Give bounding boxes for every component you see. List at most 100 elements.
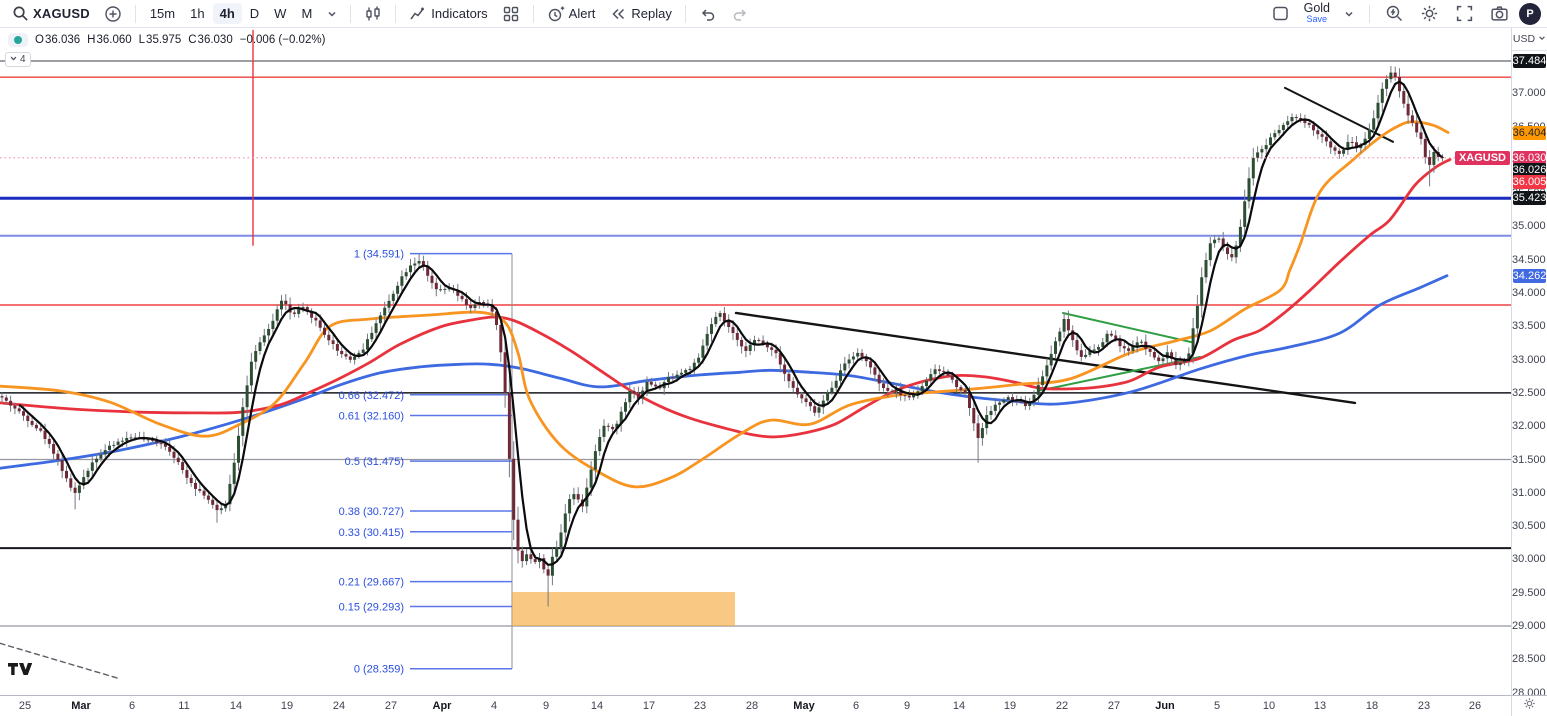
candle: [95, 458, 99, 463]
replay-button[interactable]: Replay: [603, 2, 677, 26]
candle: [753, 340, 756, 345]
candle: [39, 428, 43, 431]
price-tick: 31.000: [1512, 486, 1546, 499]
interval-button-15m[interactable]: 15m: [143, 3, 182, 24]
indicators-collapse-chip[interactable]: 4: [5, 52, 31, 67]
trend-line[interactable]: [1062, 311, 1193, 344]
candle: [873, 367, 877, 375]
ma-line-mid-red[interactable]: [0, 158, 1452, 439]
compare-add-button[interactable]: [98, 2, 128, 26]
indicators-button[interactable]: Indicators: [403, 2, 493, 26]
trend-line[interactable]: [734, 311, 1357, 405]
candle: [993, 404, 997, 411]
candle: [314, 317, 318, 321]
candle: [387, 300, 391, 308]
candle: [69, 478, 73, 488]
candle: [129, 437, 133, 439]
candle: [1238, 226, 1242, 246]
ohlc-legend[interactable]: O 36.036 H 36.060 L 35.975 C 36.030 −0.006 (…: [8, 33, 325, 47]
candle: [65, 470, 68, 479]
candle: [13, 405, 17, 409]
candle: [998, 402, 1002, 405]
candle: [482, 302, 486, 304]
undo-button[interactable]: [693, 2, 723, 26]
chart-style-button[interactable]: [358, 2, 388, 26]
candle: [340, 350, 344, 355]
chart-pane[interactable]: 1 (34.591) 0.66 (32.472) 0.61 (32.160) 0.5 …: [0, 28, 1511, 695]
ohlc-open-label: O: [35, 34, 44, 46]
snapshot-camera-button[interactable]: [1484, 1, 1515, 26]
interval-button-1h[interactable]: 1h: [183, 3, 211, 24]
candle: [847, 359, 851, 364]
time-tick-month: Apr: [432, 700, 452, 712]
candle: [249, 361, 253, 386]
symbol-name: XAGUSD: [33, 6, 90, 21]
indicator-templates-button[interactable]: [496, 2, 526, 26]
candle: [228, 483, 232, 505]
candle: [146, 439, 150, 441]
candle: [1290, 117, 1294, 122]
candle: [391, 293, 395, 301]
candle: [1213, 239, 1217, 244]
price-tick: 28.000: [1512, 686, 1546, 695]
candle: [258, 342, 262, 351]
interval-button-D[interactable]: D: [243, 3, 266, 24]
settings-button[interactable]: [1414, 1, 1445, 26]
time-axis[interactable]: 25 Mar 6 11 14 19 24 27 Apr 4 9 14 17 23 28 May 6 9 14 19 22…: [0, 695, 1511, 716]
trend-line[interactable]: [0, 642, 118, 679]
candle: [688, 368, 692, 370]
candle: [103, 450, 107, 455]
chevron-down-icon: [1344, 9, 1354, 19]
ma-line-fast-orange[interactable]: [0, 120, 1450, 489]
gear-icon[interactable]: [1523, 697, 1536, 715]
interval-button-4h[interactable]: 4h: [212, 3, 242, 24]
price-axis-label: 36.005: [1512, 175, 1547, 190]
candle: [1200, 277, 1204, 306]
candle: [1363, 138, 1367, 145]
candle: [705, 333, 709, 346]
candle: [976, 423, 980, 438]
symbol-search-button[interactable]: XAGUSD: [6, 2, 96, 25]
interval-button-W[interactable]: W: [267, 3, 293, 24]
candle: [198, 489, 202, 491]
candle: [1380, 88, 1384, 103]
ma-line-fast-black[interactable]: [18, 80, 1444, 566]
layout-select-button[interactable]: [1265, 1, 1296, 26]
fib-retracement[interactable]: 1 (34.591) 0.66 (32.472) 0.61 (32.160) 0.5 …: [339, 249, 512, 676]
candle: [77, 485, 81, 493]
alert-button[interactable]: Alert: [541, 2, 602, 26]
candle: [99, 454, 103, 459]
tradingview-logo[interactable]: [8, 663, 34, 681]
currency-selector[interactable]: USD: [1512, 28, 1547, 51]
candle-bodies[interactable]: [0, 72, 1445, 576]
chart-plot[interactable]: 1 (34.591) 0.66 (32.472) 0.61 (32.160) 0.5 …: [0, 28, 1511, 695]
price-axis[interactable]: USD 37.00036.50036.00035.50035.00034.500…: [1511, 28, 1547, 695]
interval-chevron-button[interactable]: [321, 6, 343, 22]
candle: [1084, 354, 1088, 357]
candle: [439, 289, 443, 291]
candle: [172, 451, 176, 458]
gear-icon: [1420, 4, 1439, 23]
candle: [1062, 319, 1066, 332]
series-marker[interactable]: [8, 33, 28, 47]
redo-button[interactable]: [725, 2, 755, 26]
candle: [499, 325, 503, 353]
candle: [1277, 130, 1281, 134]
candle: [770, 347, 774, 350]
layout-name-button[interactable]: Gold Save: [1300, 1, 1334, 26]
candle: [366, 339, 369, 350]
candle: [1109, 333, 1113, 336]
ma-line-slow-blue[interactable]: [0, 274, 1449, 470]
quick-search-button[interactable]: [1379, 1, 1410, 26]
layout-save-link[interactable]: Save: [1306, 13, 1328, 24]
supply-demand-zone[interactable]: [512, 592, 735, 626]
price-tick: 37.000: [1512, 87, 1546, 100]
interval-button-M[interactable]: M: [294, 3, 319, 24]
candle: [1114, 335, 1118, 339]
candle: [748, 344, 752, 351]
layout-chevron-button[interactable]: [1338, 6, 1360, 22]
time-tick: 10: [1262, 700, 1276, 712]
user-avatar[interactable]: P: [1519, 2, 1541, 25]
fullscreen-button[interactable]: [1449, 1, 1480, 26]
candle: [1230, 254, 1234, 258]
